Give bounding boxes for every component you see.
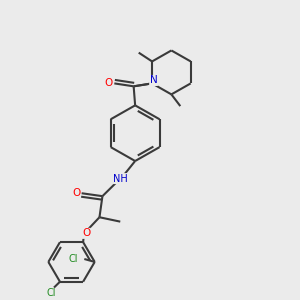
Text: O: O — [72, 188, 80, 198]
Text: Cl: Cl — [69, 254, 78, 264]
Text: NH: NH — [113, 174, 128, 184]
Text: O: O — [105, 78, 113, 88]
Text: O: O — [82, 228, 90, 239]
Text: N: N — [150, 76, 158, 85]
Text: Cl: Cl — [46, 288, 56, 298]
